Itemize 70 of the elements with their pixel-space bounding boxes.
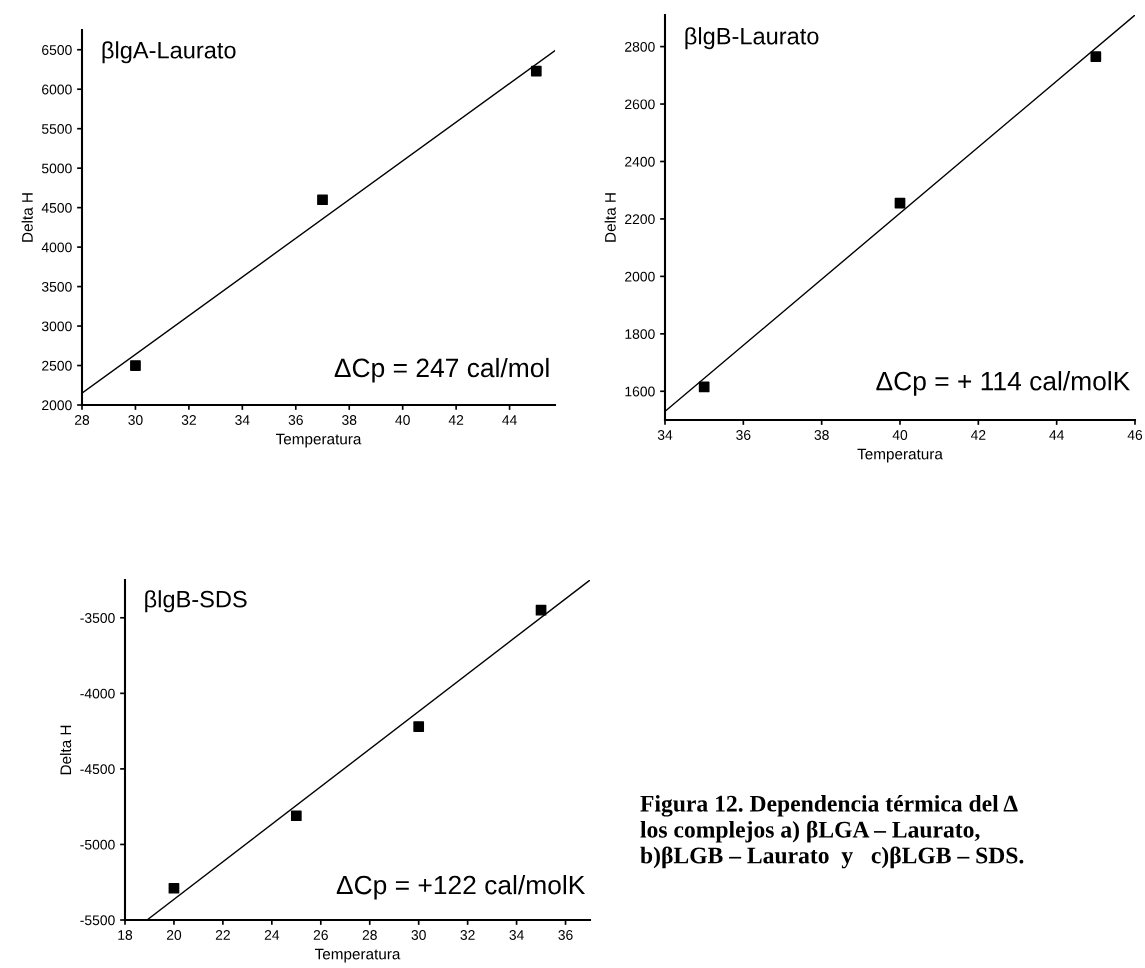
- x-tick-label: 38: [814, 430, 829, 440]
- y-tick-label: 1800: [625, 329, 655, 339]
- x-tick-label: 28: [362, 930, 377, 940]
- x-tick-label: 46: [1127, 430, 1143, 440]
- y-tick-label: 2000: [42, 400, 72, 411]
- x-tick-label: 44: [502, 415, 517, 425]
- point: [317, 194, 328, 206]
- x-tick-label: 28: [74, 415, 90, 425]
- x-tick-label: 30: [411, 930, 426, 940]
- y-tick-label: 3500: [41, 281, 72, 292]
- annotation: βlgB-SDS: [145, 590, 247, 613]
- y-axis-title: Delta H: [59, 725, 72, 775]
- y-tick-label: -5500: [80, 915, 115, 926]
- annotation: ΔCp = 247 cal/mol: [334, 357, 549, 383]
- point: [290, 810, 302, 822]
- y-tick-label: 4500: [41, 202, 72, 213]
- y-tick-label: -4000: [80, 688, 115, 699]
- x-tick-label: 18: [118, 930, 133, 940]
- x-axis-title: Temperatura: [314, 948, 401, 963]
- y-tick-label: 2800: [625, 41, 655, 52]
- x-tick-label: 20: [166, 930, 182, 940]
- y-tick-label: -3500: [80, 613, 115, 623]
- x-tick-label: 38: [342, 415, 357, 425]
- x-tick-label: 36: [558, 930, 573, 940]
- x-tick-label: 30: [128, 415, 143, 425]
- annotation: ΔCp = +122 cal/molK: [336, 875, 586, 900]
- y-tick-label: -5000: [80, 839, 115, 850]
- y-tick-label: 2600: [625, 99, 655, 110]
- y-tick-label: 4000: [41, 242, 72, 253]
- point: [413, 721, 425, 732]
- y-tick-label: -4500: [80, 764, 115, 775]
- x-tick-label: 22: [215, 930, 230, 940]
- x-tick-label: 32: [181, 415, 196, 425]
- x-tick-label: 44: [1049, 430, 1064, 440]
- x-tick-label: 34: [509, 930, 524, 940]
- annotation: βlgA-Laurato: [102, 41, 236, 64]
- y-tick-label: 1600: [625, 386, 655, 397]
- point: [1090, 51, 1102, 63]
- y-tick-label: 6000: [42, 84, 72, 95]
- x-tick-label: 34: [657, 430, 673, 440]
- text: Figura 12. Dependencia térmica del Δ los complejos a) βLGA – Laurato, b)βLGB – Laurato y c)βLGB – SDS.: [640, 795, 1024, 869]
- y-tick-label: 6500: [42, 45, 72, 55]
- x-tick-label: 40: [395, 415, 410, 425]
- x-tick-label: 36: [736, 430, 751, 440]
- y-tick-label: 2200: [625, 214, 655, 225]
- annotation: βlgB-Laurato: [685, 27, 819, 50]
- y-tick-label: 5000: [41, 163, 72, 174]
- y-axis-title: Delta H: [21, 193, 33, 242]
- x-tick-label: 34: [235, 415, 250, 425]
- x-tick-label: 26: [313, 930, 328, 940]
- point: [698, 381, 710, 393]
- point: [130, 360, 141, 371]
- x-tick-label: 42: [448, 415, 464, 425]
- x-tick-label: 24: [264, 930, 280, 940]
- y-tick-label: 3000: [41, 321, 72, 332]
- y-tick-label: 2500: [42, 360, 72, 371]
- y-tick-label: 2000: [625, 271, 655, 282]
- y-tick-label: 5500: [41, 124, 72, 134]
- annotation: ΔCp = + 114 cal/molK: [876, 371, 1131, 396]
- x-tick-label: 42: [970, 430, 986, 440]
- x-axis-title: Temperatura: [275, 433, 362, 448]
- point: [535, 604, 547, 616]
- x-tick-label: 40: [892, 430, 908, 440]
- y-tick-label: 2400: [625, 156, 655, 167]
- y-axis-title: Delta H: [604, 193, 616, 242]
- point: [530, 65, 542, 77]
- x-tick-label: 32: [460, 930, 475, 940]
- x-tick-label: 36: [288, 415, 303, 425]
- x-axis-title: Temperatura: [857, 448, 943, 463]
- point: [168, 882, 180, 894]
